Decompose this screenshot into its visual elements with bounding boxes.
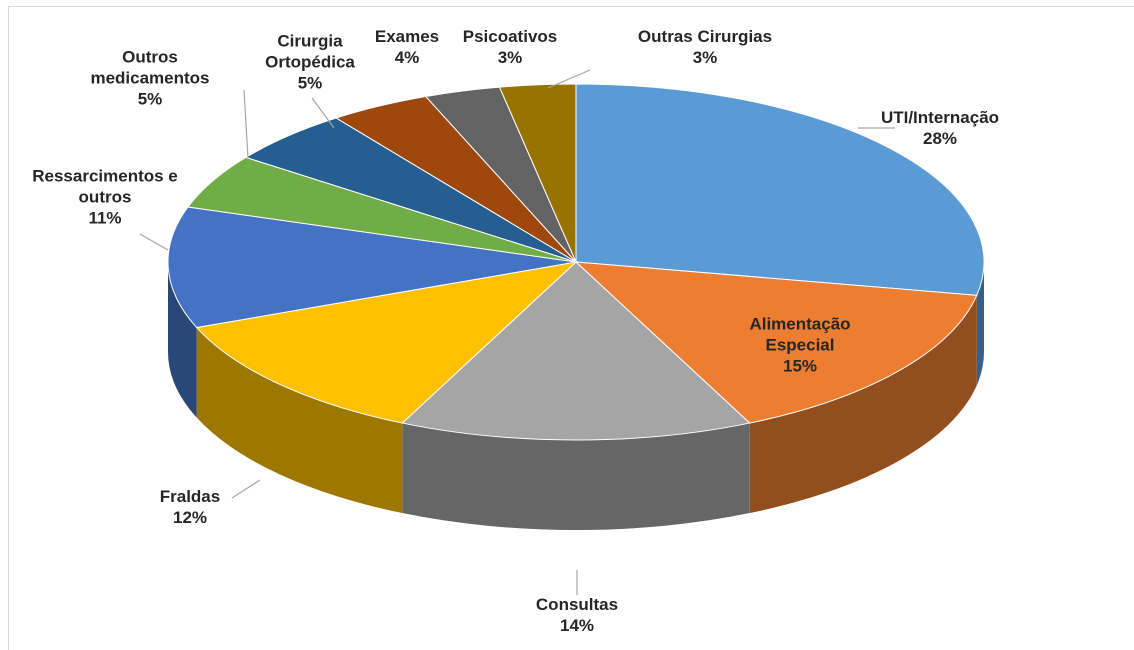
slice-side [749, 295, 977, 514]
data-label: Exames 4% [367, 26, 447, 68]
value-label: 14% [559, 616, 595, 635]
slice-side [168, 262, 197, 418]
leader-line [139, 233, 169, 251]
value-label: 3% [497, 48, 523, 67]
pie-slice [195, 261, 578, 424]
data-label: Ressarcimentos e outros 11% [10, 166, 200, 229]
pie-slice [575, 83, 985, 296]
leader-line [231, 479, 261, 499]
value-label: 4% [394, 48, 420, 67]
chart-border [8, 6, 1134, 650]
slice-side [196, 327, 403, 514]
value-label: 12% [172, 508, 208, 527]
value-label: 11% [88, 208, 122, 228]
category-name: UTI/Internação [880, 108, 1000, 127]
data-label: Outras Cirurgias 3% [605, 26, 805, 68]
slice-side [976, 262, 984, 386]
data-label: Alimentação Especial 15% [730, 314, 870, 377]
data-label: Cirurgia Ortopédica 5% [255, 31, 365, 94]
value-label: 5% [297, 73, 323, 93]
pie-slice [498, 83, 577, 263]
category-name: Psicoativos [462, 27, 558, 46]
data-label: Fraldas 12% [140, 486, 240, 528]
category-name: Outros medicamentos [90, 47, 210, 88]
category-name: Fraldas [159, 487, 221, 506]
data-label: Outros medicamentos 5% [85, 47, 215, 110]
category-name: Ressarcimentos e outros [32, 166, 178, 207]
value-label: 3% [692, 48, 718, 67]
value-label: 15% [782, 356, 818, 376]
pie-slice [574, 261, 978, 424]
pie-slice [167, 206, 577, 329]
category-name: Consultas [535, 595, 619, 614]
category-name: Exames [374, 27, 440, 46]
leader-line [547, 69, 591, 89]
leader-line [311, 97, 335, 129]
pie-slice [401, 261, 751, 441]
category-name: Cirurgia Ortopédica [265, 31, 355, 72]
data-label: Psicoativos 3% [455, 26, 565, 68]
category-name: Alimentação Especial [749, 314, 851, 355]
leader-line [243, 89, 249, 159]
value-label: 28% [922, 129, 958, 148]
slice-side [402, 423, 750, 530]
data-label: UTI/Internação 28% [830, 107, 1050, 149]
category-name: Outras Cirurgias [637, 27, 773, 46]
data-label: Consultas 14% [497, 594, 657, 636]
value-label: 5% [137, 89, 163, 109]
